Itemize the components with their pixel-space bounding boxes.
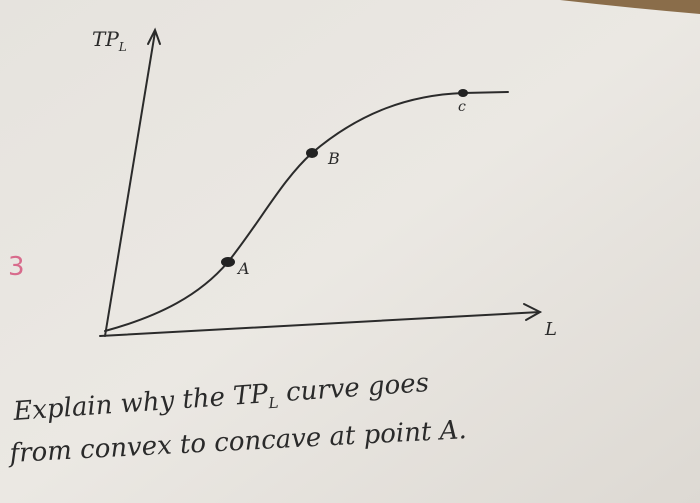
point-a — [221, 257, 235, 267]
graph — [99, 27, 543, 337]
x-axis — [99, 311, 541, 337]
y-label-sub: L — [118, 40, 127, 54]
point-label: A — [236, 259, 250, 278]
x-axis-label: L — [544, 319, 557, 340]
y-axis — [104, 31, 156, 337]
point-c — [458, 89, 468, 97]
table-edge — [560, 0, 700, 14]
tp-curve — [104, 91, 509, 332]
y-arrow — [147, 27, 161, 45]
point-label: c — [458, 99, 466, 115]
question-sub: L — [267, 394, 279, 413]
y-label-main: TP — [92, 27, 119, 51]
margin-mark: 3 — [8, 252, 25, 282]
point-b — [306, 148, 318, 158]
y-axis-label: TPL — [92, 27, 127, 54]
curve-points — [221, 89, 468, 267]
x-arrow — [523, 303, 543, 321]
point-label: B — [327, 149, 340, 168]
